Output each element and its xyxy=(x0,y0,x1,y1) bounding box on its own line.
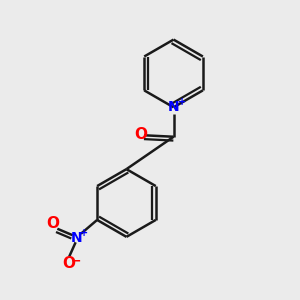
Text: −: − xyxy=(70,254,81,267)
Text: O: O xyxy=(62,256,75,271)
Text: O: O xyxy=(134,127,147,142)
Text: N: N xyxy=(168,100,179,114)
Text: +: + xyxy=(178,97,186,107)
Text: N: N xyxy=(71,231,82,244)
Text: O: O xyxy=(46,216,59,231)
Text: +: + xyxy=(80,228,88,238)
